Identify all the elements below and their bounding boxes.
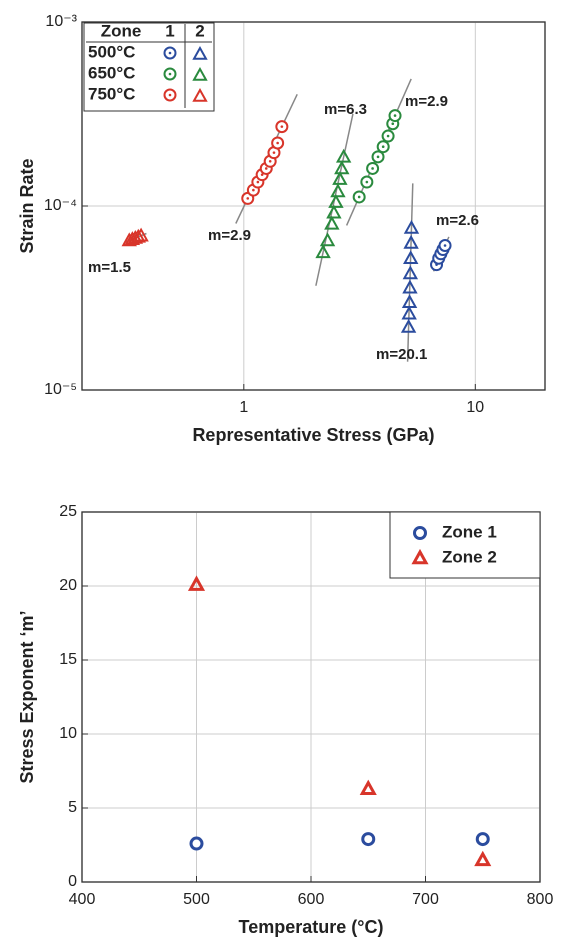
y-tick-label: 20: [59, 577, 77, 594]
marker: [401, 305, 417, 320]
y-tick-label: 15: [59, 651, 77, 668]
y-axis-label: Stress Exponent ‘m’: [17, 610, 37, 783]
marker-dot: [168, 93, 172, 97]
annotation: m=20.1: [376, 346, 427, 363]
plot-frame: [81, 511, 541, 883]
marker: [192, 66, 208, 81]
marker-dot: [357, 195, 361, 199]
marker-dot: [443, 244, 447, 247]
marker: [192, 45, 208, 60]
marker: [127, 229, 144, 244]
x-axis-label: Temperature (°C): [239, 917, 384, 937]
marker-dot: [252, 188, 255, 192]
annotation: m=6.3: [324, 101, 367, 118]
marker: [411, 548, 429, 565]
marker: [403, 250, 419, 265]
marker: [332, 171, 348, 185]
x-tick-label: 10: [466, 399, 484, 416]
x-tick-label: 600: [298, 891, 325, 908]
y-tick-label: 10⁻⁴: [44, 197, 77, 214]
marker-dot: [280, 125, 284, 128]
legend-label: Zone 1: [442, 522, 497, 541]
marker-dot: [246, 197, 250, 200]
marker: [335, 148, 352, 163]
marker: [319, 232, 336, 247]
annotation: m=2.9: [208, 227, 251, 244]
marker: [401, 294, 418, 309]
marker: [326, 204, 342, 219]
x-tick-label: 800: [527, 891, 554, 908]
marker-dot: [168, 51, 172, 55]
x-tick-label: 700: [412, 891, 439, 908]
legend-title: Zone: [101, 21, 142, 40]
x-axis-label: Representative Stress (GPa): [192, 425, 434, 445]
x-tick-label: 400: [69, 891, 96, 908]
marker-dot: [260, 173, 264, 176]
x-tick-label: 1: [239, 399, 248, 416]
legend-label: 750°C: [88, 84, 135, 103]
marker: [334, 160, 350, 175]
annotation: m=2.6: [436, 212, 479, 229]
legend-zone: 2: [195, 21, 204, 40]
marker-dot: [393, 114, 397, 117]
x-tick-label: 500: [183, 891, 210, 908]
y-tick-label: 10⁻³: [45, 13, 77, 30]
marker-dot: [168, 72, 172, 76]
marker-dot: [256, 180, 260, 184]
marker: [187, 575, 206, 591]
y-tick-label: 5: [68, 799, 77, 816]
marker: [189, 836, 204, 851]
marker: [403, 219, 420, 234]
marker: [402, 265, 419, 280]
marker-dot: [276, 141, 279, 145]
y-tick-label: 10⁻⁵: [44, 381, 77, 398]
y-tick-label: 10: [59, 725, 77, 742]
marker: [315, 244, 331, 259]
y-axis-label: Strain Rate: [17, 158, 37, 253]
marker-dot: [264, 167, 268, 170]
legend-box: [389, 511, 541, 579]
marker: [133, 227, 149, 242]
marker: [192, 87, 208, 102]
marker: [413, 526, 427, 540]
y-tick-label: 25: [59, 503, 77, 520]
marker-dot: [272, 151, 276, 154]
legend-box: [83, 22, 215, 112]
y-tick-label: 0: [68, 873, 77, 890]
marker-dot: [365, 180, 369, 184]
legend-label: 650°C: [88, 63, 135, 82]
annotation: m=1.5: [88, 259, 131, 276]
marker: [328, 194, 344, 208]
marker: [400, 318, 417, 333]
plot-frame: [81, 21, 546, 391]
marker-dot: [381, 145, 385, 149]
marker-dot: [386, 134, 390, 138]
marker: [324, 215, 340, 230]
marker: [330, 183, 346, 198]
marker: [474, 850, 492, 867]
legend-label: 500°C: [88, 42, 135, 61]
marker-dot: [268, 159, 272, 163]
marker-dot: [376, 155, 380, 159]
marker: [130, 228, 146, 243]
annotation: m=2.9: [405, 93, 448, 110]
legend-label: Zone 2: [442, 547, 497, 566]
marker: [475, 832, 490, 847]
marker: [359, 779, 377, 796]
marker-dot: [391, 122, 395, 126]
legend-zone: 1: [165, 21, 174, 40]
marker-dot: [371, 167, 374, 170]
marker: [361, 832, 376, 847]
marker: [403, 234, 419, 249]
marker: [402, 279, 418, 294]
